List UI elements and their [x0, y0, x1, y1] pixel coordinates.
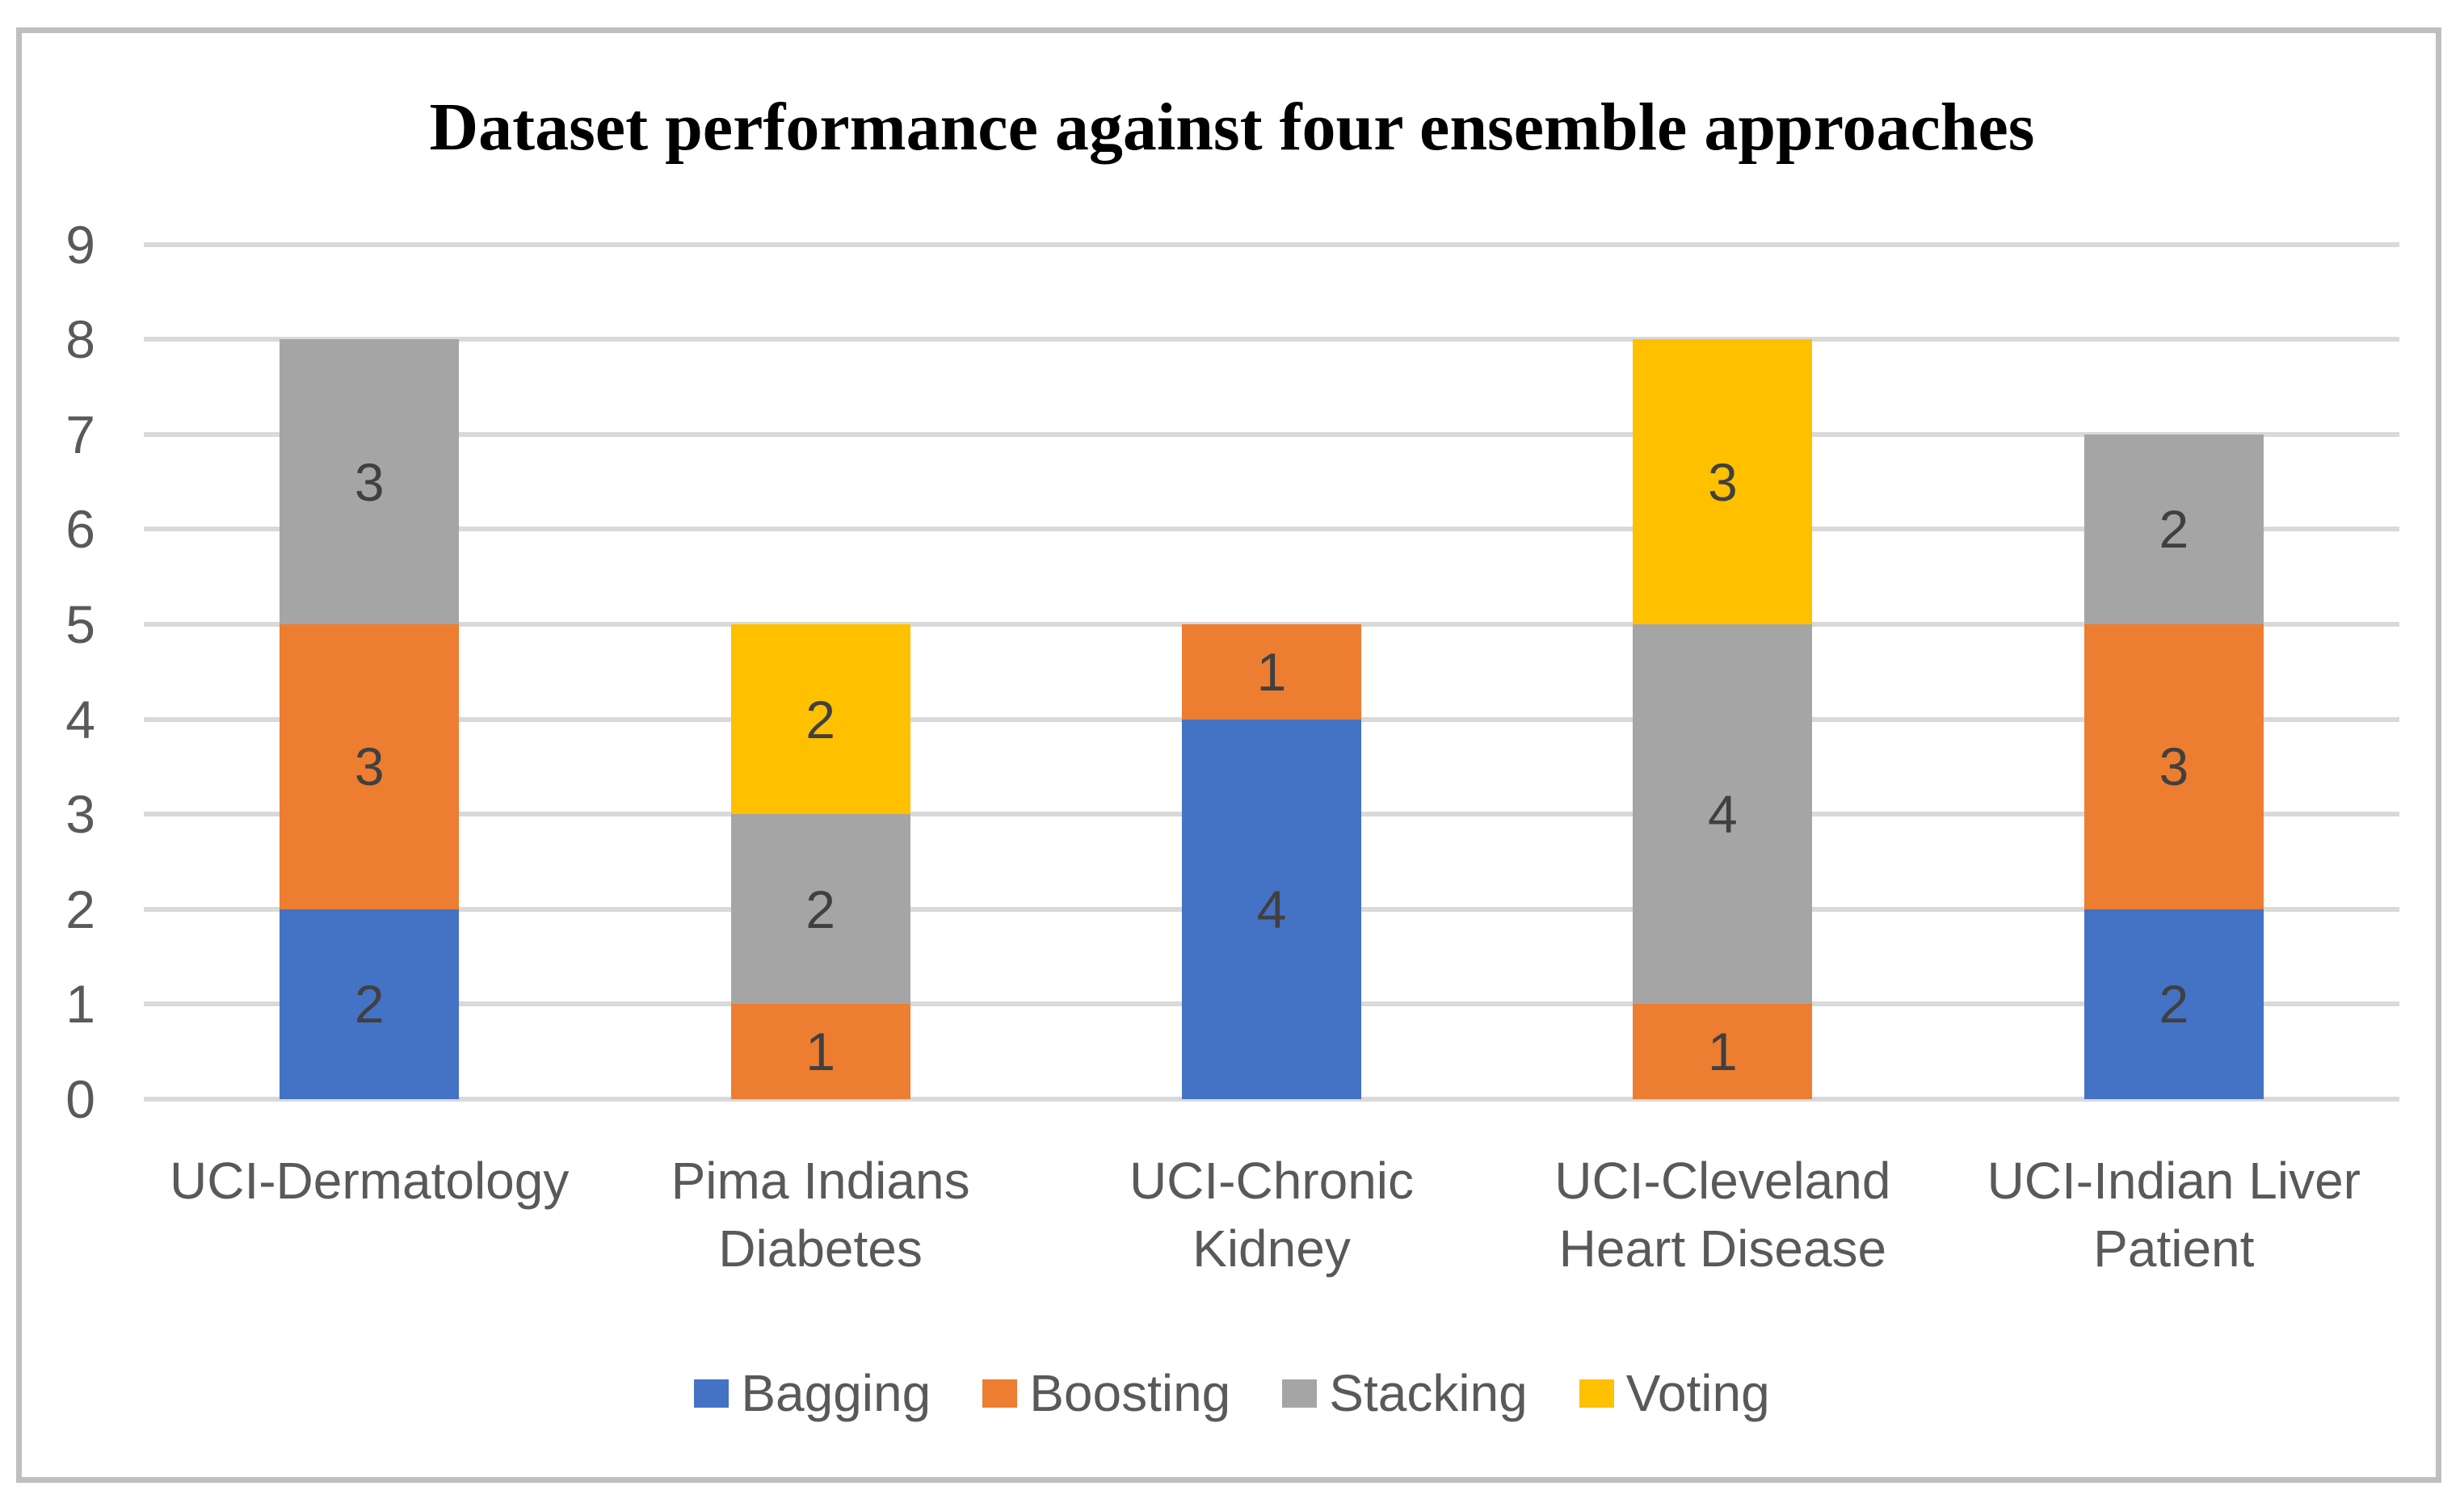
- y-axis-tick-label: 8: [65, 309, 95, 370]
- bar-segment-stacking: 2: [730, 814, 910, 1005]
- legend-item-stacking: Stacking: [1282, 1361, 1528, 1425]
- y-axis-tick-label: 2: [65, 879, 95, 939]
- bar-segment-boosting: 3: [280, 624, 460, 909]
- gridline-y7: [144, 431, 2399, 437]
- data-label: 1: [1256, 641, 1287, 702]
- y-axis-tick-label: 9: [65, 214, 95, 275]
- y-axis-tick-label: 1: [65, 974, 95, 1035]
- y-axis-tick-label: 0: [65, 1069, 95, 1129]
- x-axis-category-label-line: UCI-Indian Liver: [1987, 1152, 2361, 1210]
- chart-title: Dataset performance against four ensembl…: [429, 90, 2035, 165]
- y-axis-tick-label: 5: [65, 594, 95, 654]
- data-label: 4: [1256, 879, 1287, 939]
- legend-swatch-icon: [1282, 1379, 1318, 1408]
- legend-label: Voting: [1625, 1364, 1770, 1422]
- bar-segment-bagging: 4: [1182, 719, 1361, 1099]
- legend-item-bagging: Bagging: [694, 1361, 931, 1425]
- x-axis-category-label: UCI-Indian Liver Patient: [1949, 1147, 2399, 1282]
- y-axis-tick-label: 4: [65, 689, 95, 749]
- data-label: 2: [805, 879, 835, 939]
- data-label: 2: [2159, 974, 2189, 1035]
- data-label: 1: [805, 1022, 835, 1082]
- bar-segment-boosting: 1: [1633, 1004, 1813, 1099]
- data-label: 3: [354, 451, 385, 512]
- bar-segment-boosting: 1: [730, 1004, 910, 1099]
- y-axis-tick-label: 6: [65, 499, 95, 560]
- legend-item-boosting: Boosting: [982, 1361, 1230, 1425]
- bar-segment-bagging: 2: [2083, 909, 2264, 1099]
- gridline-y9: [144, 241, 2399, 247]
- legend-item-voting: Voting: [1579, 1361, 1770, 1425]
- legend-swatch-icon: [1579, 1379, 1614, 1408]
- data-label: 3: [1708, 451, 1738, 512]
- legend-swatch-icon: [982, 1379, 1018, 1408]
- x-axis-category-label-line: Patient: [2093, 1219, 2255, 1278]
- data-label: 1: [1708, 1022, 1738, 1082]
- bar-segment-boosting: 3: [2083, 624, 2264, 909]
- legend-swatch-icon: [694, 1379, 730, 1408]
- bar-segment-bagging: 2: [280, 909, 460, 1099]
- data-label: 2: [805, 689, 835, 749]
- data-label: 3: [2159, 737, 2189, 797]
- x-axis-category-label-line: Kidney: [1192, 1219, 1351, 1278]
- chart-border-frame: [16, 27, 2441, 1483]
- legend: Bagging Boosting Stacking Voting: [0, 1359, 2464, 1427]
- legend-label: Stacking: [1329, 1364, 1528, 1422]
- gridline-y6: [144, 527, 2399, 532]
- x-axis-category-label-line: UCI-Chronic: [1129, 1152, 1415, 1210]
- data-label: 2: [354, 974, 385, 1035]
- data-label: 3: [354, 737, 385, 797]
- x-axis-category-label-line: UCI-Cleveland: [1554, 1152, 1891, 1210]
- bar-segment-boosting: 1: [1182, 624, 1361, 720]
- x-axis-category-label: UCI-Dermatology: [144, 1147, 595, 1215]
- gridline-y8: [144, 337, 2399, 342]
- x-axis-category-label-line: Heart Disease: [1558, 1219, 1887, 1278]
- bar-segment-stacking: 2: [2083, 434, 2264, 624]
- gridline-y0: [144, 1097, 2399, 1102]
- data-label: 2: [2159, 499, 2189, 560]
- bar-segment-stacking: 3: [280, 339, 460, 624]
- x-axis-category-label-line: Diabetes: [718, 1219, 923, 1278]
- x-axis-category-label-line: UCI-Dermatology: [170, 1152, 570, 1210]
- legend-label: Bagging: [741, 1364, 931, 1422]
- x-axis-category-label: Pima Indians Diabetes: [595, 1147, 1045, 1282]
- x-axis-category-label: UCI-Cleveland Heart Disease: [1497, 1147, 1948, 1282]
- bar-segment-voting: 3: [1633, 339, 1813, 624]
- y-axis-tick-label: 3: [65, 784, 95, 845]
- x-axis-category-label: UCI-Chronic Kidney: [1046, 1147, 1497, 1282]
- y-axis-tick-label: 7: [65, 404, 95, 464]
- legend-label: Boosting: [1029, 1364, 1231, 1422]
- bar-segment-voting: 2: [730, 624, 910, 815]
- data-label: 4: [1708, 784, 1738, 845]
- x-axis-category-label-line: Pima Indians: [671, 1152, 970, 1210]
- bar-segment-stacking: 4: [1633, 624, 1813, 1005]
